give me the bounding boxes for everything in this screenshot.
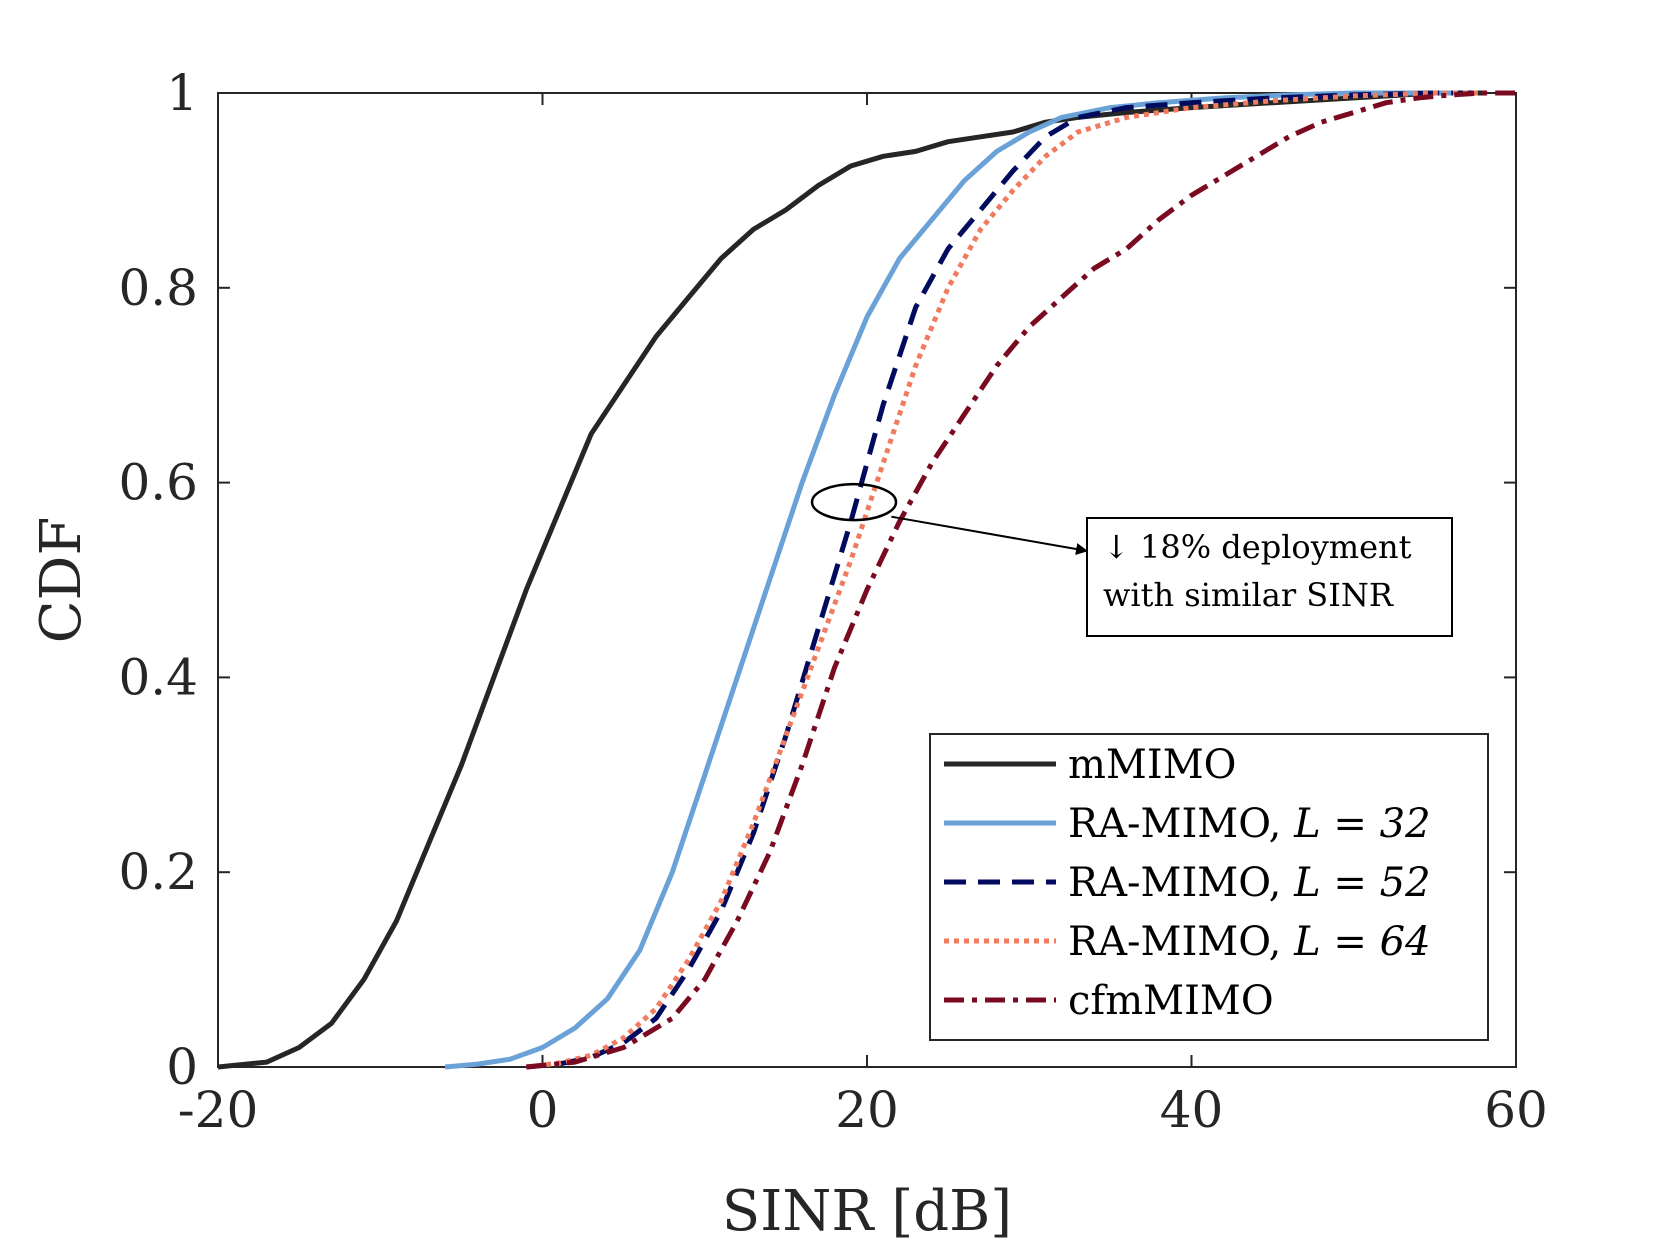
y-tick-label: 0 [166,1038,198,1096]
x-tick-label: -20 [178,1081,259,1139]
annotation-arrow [891,515,1089,555]
legend-label-4: RA-MIMO, L = 64 [1068,919,1431,965]
annotation: ↓ 18% deployment with similar SINR [810,482,1453,637]
annotation-line-2: with similar SINR [1103,576,1394,614]
series-lines [217,90,1516,1070]
x-tick-label: 0 [527,1081,559,1139]
down-arrow-icon: ↓ [1103,528,1130,566]
y-tick-label: 0.2 [118,843,198,901]
x-tick-label: 60 [1484,1081,1548,1139]
legend-label-math: L = 32 [1293,801,1430,847]
legend-box [929,733,1489,1041]
legend-label-5: cfmMIMO [1068,978,1274,1024]
series-line-3 [526,90,1484,1070]
series-line-4 [526,90,1484,1070]
x-axis: -20 0 20 40 60 [178,93,1548,1139]
legend-label-math: L = 64 [1293,919,1430,965]
legend-label-text: mMIMO [1068,742,1236,788]
legend-label-2: RA-MIMO, L = 32 [1068,801,1431,847]
y-axis: 0 0.2 0.4 0.6 0.8 1 [118,64,1516,1096]
x-tick-label: 20 [835,1081,899,1139]
annotation-box [1086,517,1453,637]
y-tick-label: 1 [166,64,198,122]
legend-label-1: mMIMO [1068,742,1236,788]
x-axis-label: SINR [dB] [722,1179,1012,1244]
legend-label-3: RA-MIMO, L = 52 [1068,860,1431,906]
y-tick-label: 0.4 [118,648,198,706]
y-tick-label: 0.8 [118,259,198,317]
legend-label-text: cfmMIMO [1068,978,1274,1024]
y-axis-label: CDF [29,517,94,644]
legend-label-text: RA-MIMO, [1068,919,1294,965]
y-tick-label: 0.6 [118,454,198,512]
series-line-2 [444,90,1468,1070]
legend-label-text: RA-MIMO, [1068,860,1294,906]
legend-label-text: RA-MIMO, [1068,801,1294,847]
annotation-line-1-text: 18% deployment [1130,528,1412,566]
series-line-5 [526,90,1516,1070]
legend-label-math: L = 52 [1293,860,1430,906]
series-line-1 [217,90,1484,1070]
annotation-line-1: ↓ 18% deployment [1103,528,1412,566]
x-tick-label: 40 [1160,1081,1224,1139]
annotation-ellipse [810,482,898,522]
